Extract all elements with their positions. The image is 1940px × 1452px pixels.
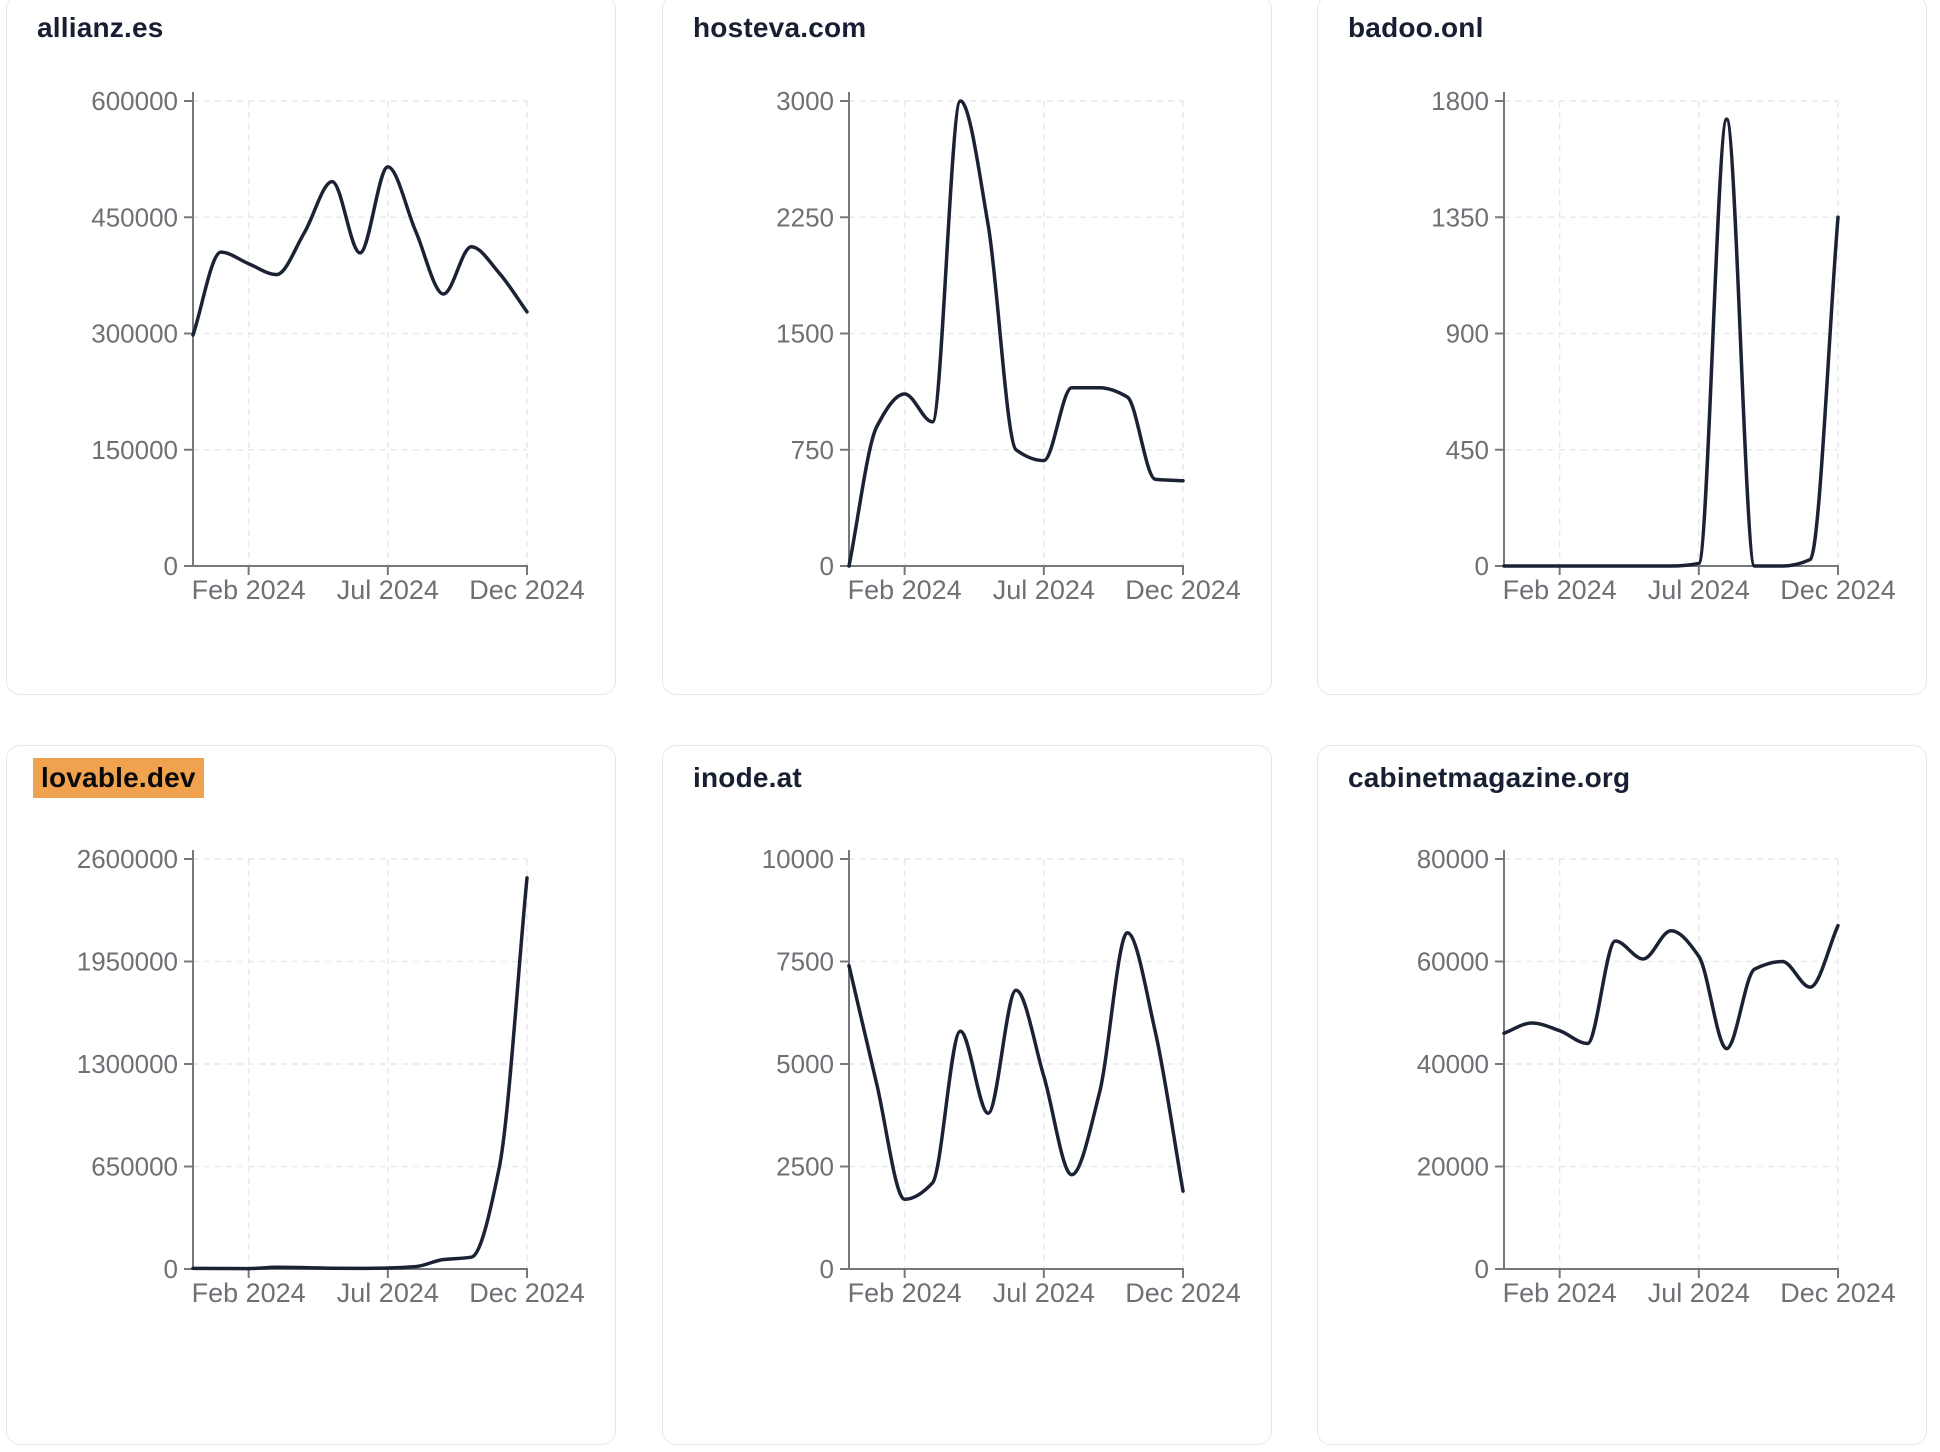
y-tick-label: 1350 [1431,202,1489,232]
y-tick-label: 600000 [91,86,178,116]
line-chart: 0 150000 300000 450000 600000 Feb 2024 Jul 202… [91,86,585,605]
line-chart: 0 20000 40000 60000 80000 Feb 2024 Jul 2024 Dec… [1417,844,1896,1308]
axes [840,92,1184,575]
line-chart: 0 650000 1300000 1950000 2600000 Feb 2024 Jul … [77,844,585,1308]
x-tick-label: Dec 2024 [1125,575,1241,605]
gridlines [1504,100,1839,566]
gridlines [1504,858,1839,1269]
x-tick-label: Feb 2024 [848,1278,962,1308]
x-axis-labels: Feb 2024 Jul 2024 Dec 2024 [1503,575,1896,605]
chart-title: allianz.es [37,12,164,43]
gridlines [849,100,1184,566]
y-tick-label: 1500 [776,319,834,349]
chart-card-cabinetmagazine-org[interactable]: 0 20000 40000 60000 80000 Feb 2024 Jul 2024 Dec… [1317,745,1927,1445]
x-tick-label: Dec 2024 [1780,575,1896,605]
x-tick-label: Dec 2024 [469,1278,585,1308]
y-tick-label: 2250 [776,202,834,232]
y-tick-label: 750 [791,435,834,465]
x-tick-label: Feb 2024 [848,575,962,605]
gridlines [193,100,528,566]
x-tick-label: Dec 2024 [469,575,585,605]
x-tick-label: Jul 2024 [993,1278,1095,1308]
line-chart: 0 450 900 1350 1800 Feb 2024 Jul 2024 Dec 2024 [1431,86,1896,605]
y-tick-label: 5000 [776,1049,834,1079]
y-tick-label: 450 [1446,435,1489,465]
chart-card-lovable-dev[interactable]: 0 650000 1300000 1950000 2600000 Feb 2024 Jul … [6,745,616,1445]
x-tick-label: Feb 2024 [192,575,306,605]
y-tick-label: 2600000 [77,844,178,874]
series-line [191,876,529,1271]
y-axis-labels: 0 20000 40000 60000 80000 [1417,844,1489,1284]
chart-title: badoo.onl [1348,12,1484,43]
y-tick-label: 0 [820,1254,834,1284]
y-axis-labels: 0 450 900 1350 1800 [1431,86,1489,581]
y-tick-label: 40000 [1417,1049,1489,1079]
y-tick-label: 3000 [776,86,834,116]
y-tick-label: 450000 [91,202,178,232]
axes [184,850,528,1278]
x-tick-label: Feb 2024 [192,1278,306,1308]
y-axis-labels: 0 750 1500 2250 3000 [776,86,834,581]
series-line [847,931,1185,1202]
x-tick-label: Dec 2024 [1125,1278,1241,1308]
x-axis-labels: Feb 2024 Jul 2024 Dec 2024 [848,1278,1241,1308]
x-axis-labels: Feb 2024 Jul 2024 Dec 2024 [1503,1278,1896,1308]
x-tick-label: Jul 2024 [1648,1278,1750,1308]
y-axis-labels: 0 150000 300000 450000 600000 [91,86,178,581]
y-axis-labels: 0 2500 5000 7500 10000 [762,844,834,1284]
chart-card-allianz-es[interactable]: 0 150000 300000 450000 600000 Feb 2024 Jul 202… [6,0,616,695]
x-tick-label: Dec 2024 [1780,1278,1896,1308]
chart-title: inode.at [693,762,802,793]
y-tick-label: 150000 [91,435,178,465]
series-line [847,99,1185,568]
y-tick-label: 650000 [91,1152,178,1182]
x-tick-label: Feb 2024 [1503,575,1617,605]
y-tick-label: 0 [164,1254,178,1284]
x-tick-label: Jul 2024 [337,575,439,605]
y-axis-labels: 0 650000 1300000 1950000 2600000 [77,844,178,1284]
x-axis-labels: Feb 2024 Jul 2024 Dec 2024 [192,1278,585,1308]
chart-card-hosteva-com[interactable]: 0 750 1500 2250 3000 Feb 2024 Jul 2024 Dec 2024… [662,0,1272,695]
series-line [1502,117,1840,568]
y-tick-label: 80000 [1417,844,1489,874]
y-tick-label: 300000 [91,319,178,349]
chart-title: hosteva.com [693,12,867,43]
x-tick-label: Jul 2024 [337,1278,439,1308]
x-tick-label: Jul 2024 [1648,575,1750,605]
y-tick-label: 7500 [776,947,834,977]
axes [840,850,1184,1278]
x-tick-label: Jul 2024 [993,575,1095,605]
y-tick-label: 2500 [776,1152,834,1182]
y-tick-label: 0 [1475,551,1489,581]
y-tick-label: 0 [820,551,834,581]
chart-card-badoo-onl[interactable]: 0 450 900 1350 1800 Feb 2024 Jul 2024 Dec 2024 … [1317,0,1927,695]
series-line [191,165,529,337]
x-axis-labels: Feb 2024 Jul 2024 Dec 2024 [848,575,1241,605]
line-chart: 0 750 1500 2250 3000 Feb 2024 Jul 2024 Dec 2024 [776,86,1241,605]
y-tick-label: 0 [164,551,178,581]
gridlines [193,858,528,1269]
axes [1495,850,1839,1278]
y-tick-label: 0 [1475,1254,1489,1284]
chart-title: lovable.dev [33,758,204,798]
x-axis-labels: Feb 2024 Jul 2024 Dec 2024 [192,575,585,605]
y-tick-label: 10000 [762,844,834,874]
y-tick-label: 1950000 [77,947,178,977]
axes [1495,92,1839,575]
gridlines [849,858,1184,1269]
series-line [1502,923,1840,1051]
chart-title: cabinetmagazine.org [1348,762,1631,793]
y-tick-label: 900 [1446,319,1489,349]
y-tick-label: 60000 [1417,947,1489,977]
axes [184,92,528,575]
chart-card-inode-at[interactable]: 0 2500 5000 7500 10000 Feb 2024 Jul 2024 Dec 20… [662,745,1272,1445]
y-tick-label: 1300000 [77,1049,178,1079]
y-tick-label: 1800 [1431,86,1489,116]
line-chart: 0 2500 5000 7500 10000 Feb 2024 Jul 2024 Dec 20… [762,844,1241,1308]
y-tick-label: 20000 [1417,1152,1489,1182]
x-tick-label: Feb 2024 [1503,1278,1617,1308]
